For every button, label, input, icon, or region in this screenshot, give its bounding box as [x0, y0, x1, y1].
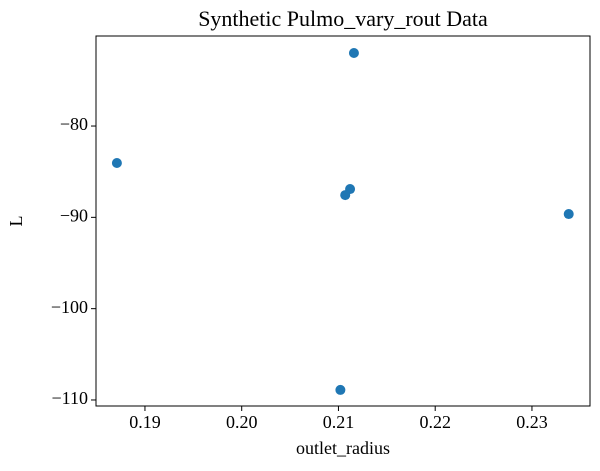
chart-title: Synthetic Pulmo_vary_rout Data — [198, 6, 488, 31]
x-tick-label: 0.19 — [129, 412, 161, 432]
x-axis-label: outlet_radius — [296, 438, 390, 458]
x-tick-label: 0.21 — [323, 412, 355, 432]
y-tick-label: −100 — [51, 297, 88, 317]
y-tick-label: −80 — [60, 114, 88, 134]
x-tick-label: 0.22 — [419, 412, 451, 432]
point — [563, 209, 574, 220]
point — [340, 190, 351, 201]
point — [335, 384, 346, 395]
point — [111, 158, 122, 169]
y-axis-label: L — [6, 216, 26, 227]
plot-frame — [95, 35, 591, 407]
y-tick-label: −110 — [52, 388, 88, 408]
point — [348, 47, 359, 58]
x-tick-label: 0.20 — [226, 412, 258, 432]
x-tick-label: 0.23 — [516, 412, 548, 432]
y-tick-label: −90 — [60, 205, 88, 225]
